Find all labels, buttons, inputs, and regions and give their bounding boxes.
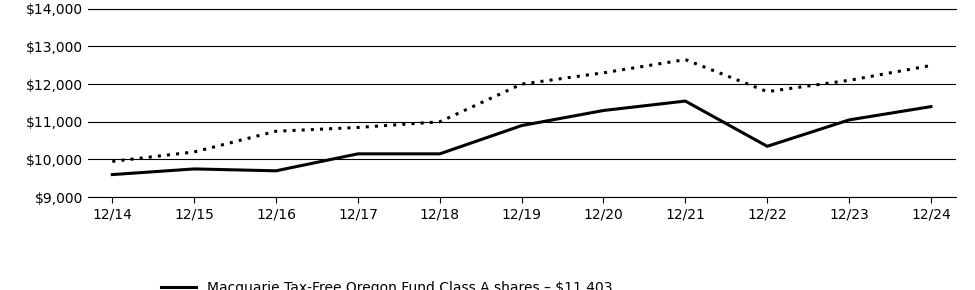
Legend: Macquarie Tax-Free Oregon Fund Class A shares – $11,403, Bloomberg Municipal Bon: Macquarie Tax-Free Oregon Fund Class A s… [155,276,618,290]
